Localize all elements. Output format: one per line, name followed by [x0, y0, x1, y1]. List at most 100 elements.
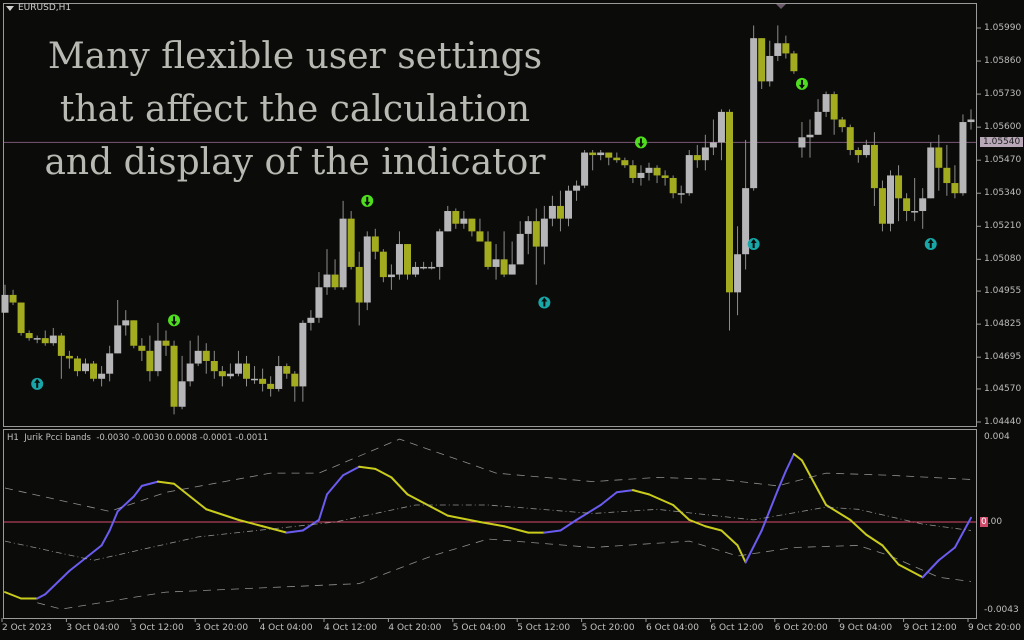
signal-arrow-head — [750, 239, 757, 244]
chart-shift-marker-icon[interactable] — [776, 4, 786, 9]
candle — [814, 99, 822, 135]
candle-body — [412, 266, 420, 275]
price-label: 1.04695 — [984, 352, 1022, 363]
candle — [830, 91, 838, 135]
pcci-line-segment — [543, 529, 562, 534]
candle — [508, 241, 516, 275]
candle-body — [967, 119, 975, 123]
signal-arrow-head — [171, 321, 178, 326]
candle — [355, 251, 363, 326]
candle — [210, 350, 218, 379]
candle-body — [653, 167, 661, 176]
pcci-line-segment — [559, 518, 578, 532]
candle-body — [565, 190, 572, 219]
candle-body — [516, 233, 524, 265]
pcci-line-segment — [953, 516, 972, 549]
buy-signal-arrow-icon — [538, 296, 551, 309]
pcci-line-segment — [430, 506, 449, 517]
candle-body — [339, 218, 347, 288]
time-label: 4 Oct 20:00 — [388, 623, 442, 633]
candle — [782, 35, 790, 59]
candle-body — [492, 259, 500, 267]
candle — [532, 208, 540, 285]
candle — [234, 350, 242, 377]
pcci-line-segment — [817, 489, 828, 506]
candle-body — [717, 111, 725, 143]
upper-band-line — [4, 438, 972, 512]
candle-body — [170, 345, 178, 407]
candle — [645, 162, 653, 181]
candle-body — [726, 111, 733, 293]
candle — [653, 165, 661, 184]
candle-body — [41, 338, 49, 344]
pcci-line-segment — [116, 495, 135, 513]
signal-arrow-head — [798, 84, 805, 89]
candle — [629, 160, 637, 184]
symbol-label[interactable]: EURUSD,H1 — [6, 3, 71, 13]
candle — [573, 180, 581, 201]
pcci-line-segment — [36, 593, 47, 600]
candle — [243, 355, 250, 387]
candle-body — [556, 205, 564, 219]
candle-body — [532, 221, 540, 247]
sell-signal-arrow-icon — [361, 194, 374, 207]
candle — [581, 150, 589, 189]
pcci-line-segment — [44, 569, 71, 596]
time-label: 6 Oct 20:00 — [774, 623, 828, 633]
candle-body — [935, 147, 943, 168]
candle — [339, 200, 347, 290]
candle-body — [766, 55, 774, 82]
candle-body — [959, 122, 967, 194]
pcci-line-segment — [132, 484, 143, 498]
axis-ticks — [1, 27, 981, 622]
candle-body — [194, 350, 202, 364]
candle — [436, 228, 444, 280]
candle — [766, 40, 774, 87]
pcci-line-segment — [599, 491, 618, 506]
candle-body — [508, 264, 516, 275]
candle-body — [838, 119, 846, 128]
price-label: 1.05600 — [984, 122, 1022, 133]
candle-body — [798, 137, 806, 148]
pcci-line-segment — [140, 480, 159, 487]
candle-body — [202, 350, 210, 361]
candle-body — [540, 218, 548, 247]
candle-body — [452, 211, 460, 224]
pcci-line-segment — [342, 465, 361, 477]
pcci-line-segment — [800, 459, 820, 492]
pcci-line-segment — [358, 465, 377, 470]
candle-body — [25, 333, 33, 339]
candle-body — [943, 167, 951, 184]
candle — [452, 208, 460, 229]
candle-body — [476, 231, 484, 242]
candle-body — [371, 236, 379, 252]
symbol-timeframe: EURUSD,H1 — [18, 3, 72, 13]
candle — [774, 25, 782, 62]
candle — [734, 226, 742, 316]
candle — [275, 355, 283, 392]
candle-body — [315, 287, 323, 318]
pcci-line-segment — [4, 591, 23, 600]
time-label: 5 Oct 12:00 — [517, 623, 571, 633]
pcci-line-segment — [648, 493, 675, 506]
candle-body — [919, 198, 927, 212]
candle-body — [17, 302, 25, 334]
candle — [98, 366, 106, 387]
candle — [895, 165, 903, 222]
candle-body — [234, 363, 242, 374]
candle-body — [154, 340, 162, 372]
pcci-line-segment — [326, 474, 345, 496]
sell-signal-arrow-icon — [168, 314, 181, 327]
candle — [387, 264, 395, 290]
candle — [750, 25, 758, 191]
candle — [943, 144, 951, 196]
pcci-line-segment — [478, 521, 506, 528]
candle-body — [73, 358, 81, 372]
candle-body — [830, 94, 838, 120]
dropdown-triangle-icon[interactable] — [6, 5, 14, 11]
current-price-badge: 1.05540 — [980, 137, 1024, 148]
pcci-line-segment — [688, 518, 707, 528]
candle-body — [162, 340, 170, 346]
candle-body — [895, 175, 903, 199]
